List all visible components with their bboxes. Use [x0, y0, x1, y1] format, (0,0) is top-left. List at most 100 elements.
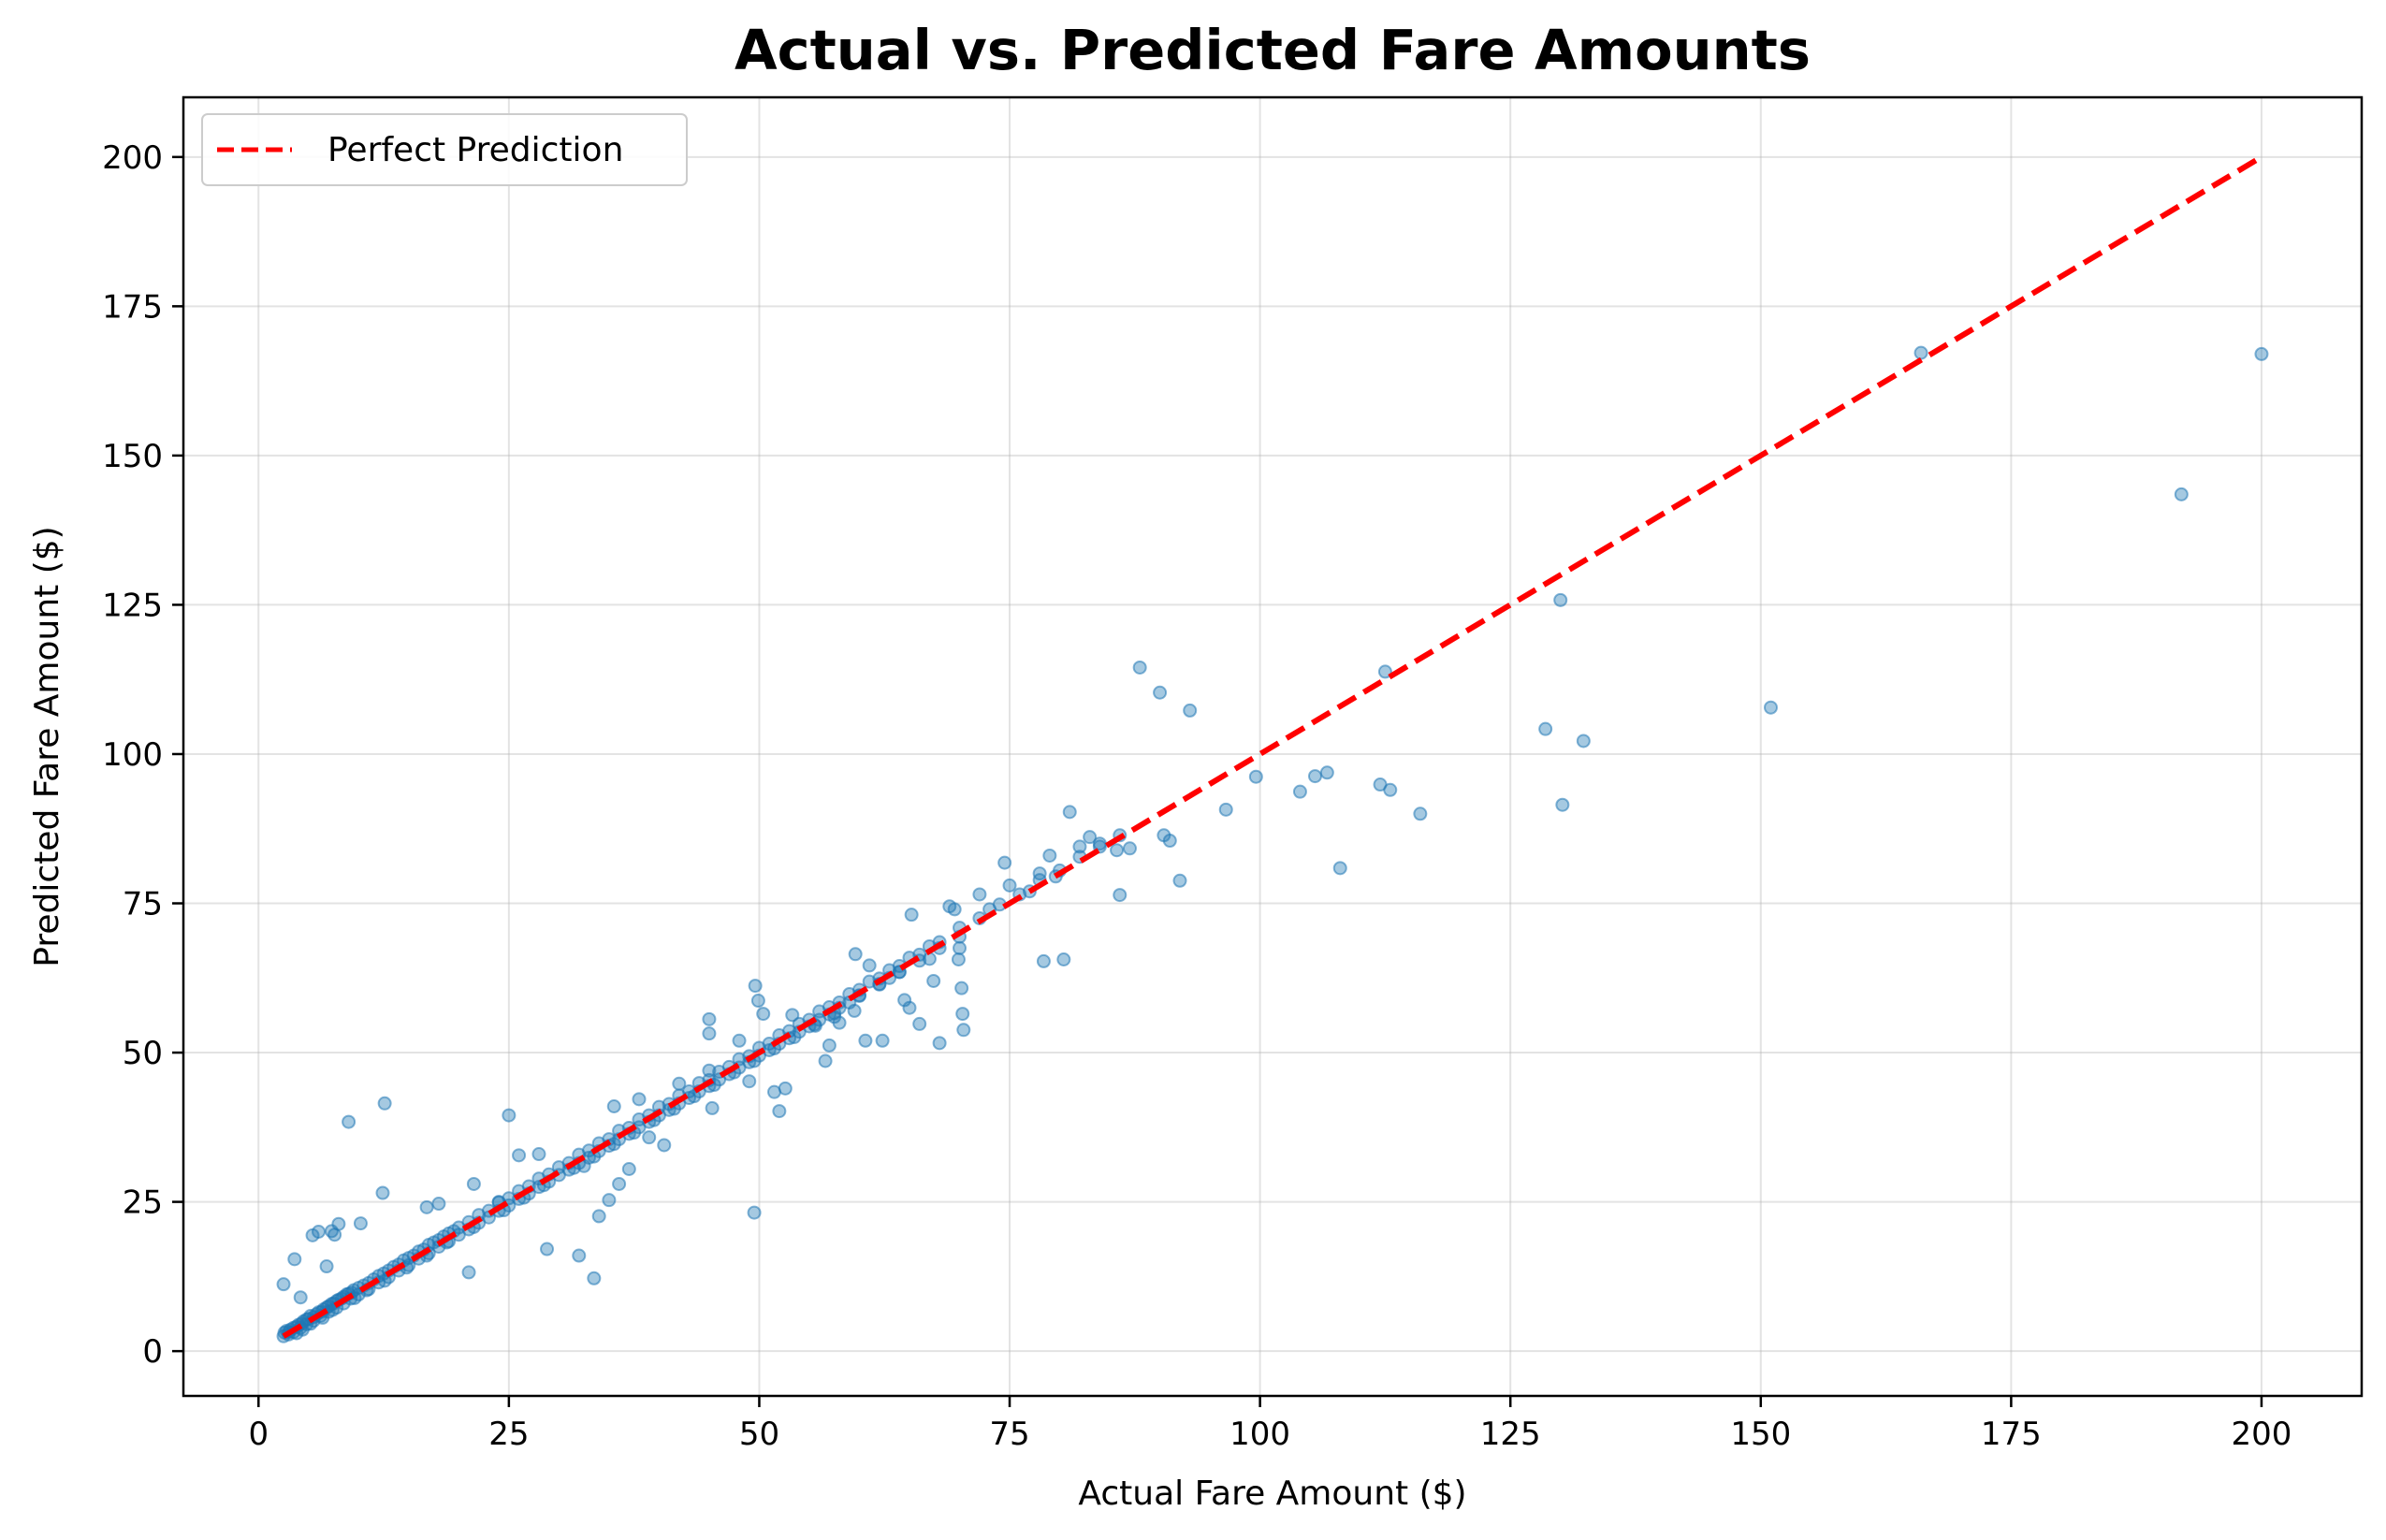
data-point-291 [1083, 830, 1098, 845]
x-axis-ticks: 0 25 50 75 100 125 150 175 200 [248, 1396, 2291, 1453]
x-axis-label: Actual Fare Amount ($) [1078, 1475, 1466, 1513]
data-point-241 [732, 1033, 747, 1048]
data-point-203 [276, 1277, 291, 1292]
data-point-300 [1172, 873, 1187, 888]
reference-line-group [282, 154, 2263, 1339]
data-point-310 [1383, 782, 1398, 797]
grid-lines [183, 97, 2362, 1396]
x-tick-label-5: 125 [1480, 1416, 1541, 1453]
legend-box [201, 113, 688, 186]
data-point-252 [818, 1053, 833, 1068]
data-point-249 [778, 1081, 793, 1096]
data-point-288 [1056, 952, 1071, 967]
data-point-216 [419, 1199, 434, 1214]
data-point-282 [1002, 878, 1017, 893]
data-point-239 [702, 1063, 717, 1078]
data-point-319 [2254, 346, 2269, 361]
data-point-318 [2174, 487, 2189, 501]
data-point-227 [587, 1271, 602, 1286]
data-point-248 [772, 1104, 787, 1119]
data-point-259 [858, 1033, 873, 1048]
data-point-299 [1162, 834, 1177, 849]
data-point-303 [1248, 769, 1263, 784]
data-point-274 [951, 952, 966, 967]
data-point-236 [672, 1076, 687, 1091]
data-point-269 [922, 952, 937, 966]
data-point-195 [687, 1089, 702, 1104]
data-point-292 [1092, 836, 1107, 851]
data-point-224 [540, 1242, 555, 1257]
data-point-314 [1555, 797, 1570, 812]
data-point-281 [997, 855, 1012, 870]
data-point-289 [1062, 805, 1077, 820]
data-point-237 [702, 1011, 717, 1026]
data-point-245 [750, 994, 765, 1009]
data-point-231 [612, 1176, 627, 1191]
data-point-276 [954, 981, 969, 995]
y-tick-label-5: 125 [102, 587, 163, 624]
data-point-285 [1036, 953, 1051, 968]
perfect-prediction-line [282, 154, 2263, 1339]
data-point-223 [531, 1147, 546, 1162]
data-point-315 [1576, 734, 1591, 748]
data-point-214 [375, 1185, 390, 1200]
y-tick-label-2: 50 [123, 1035, 163, 1072]
data-point-295 [1122, 841, 1137, 856]
data-point-268 [912, 1016, 927, 1031]
data-point-293 [1110, 843, 1125, 858]
x-tick-label-6: 150 [1730, 1416, 1791, 1453]
data-point-306 [1319, 765, 1334, 780]
data-point-304 [1292, 784, 1307, 799]
data-point-256 [847, 1003, 862, 1018]
data-point-317 [1913, 345, 1928, 360]
data-point-313 [1553, 592, 1568, 607]
data-point-277 [955, 1007, 970, 1022]
plot-frame [182, 95, 2364, 1398]
data-point-238 [702, 1026, 717, 1041]
y-tick-label-1: 25 [123, 1184, 163, 1222]
data-point-215 [377, 1096, 392, 1111]
data-point-243 [747, 1205, 762, 1220]
data-point-219 [466, 1176, 481, 1191]
x-tick-label-4: 100 [1229, 1416, 1290, 1453]
data-point-316 [1763, 700, 1778, 715]
data-point-222 [512, 1148, 527, 1163]
data-point-278 [956, 1023, 971, 1038]
data-point-296 [1132, 660, 1147, 675]
x-tick-label-3: 75 [989, 1416, 1029, 1453]
data-point-244 [748, 979, 763, 994]
data-point-232 [621, 1161, 636, 1176]
data-point-267 [904, 908, 919, 923]
data-point-213 [353, 1216, 368, 1231]
y-axis-ticks: 0 25 50 75 100 125 150 175 200 [102, 139, 183, 1371]
data-point-255 [832, 1015, 847, 1030]
data-point-208 [319, 1259, 334, 1274]
data-point-301 [1183, 703, 1198, 718]
data-point-250 [785, 1008, 800, 1023]
legend-label-perfect-prediction: Perfect Prediction [327, 131, 623, 169]
data-point-234 [642, 1130, 657, 1145]
data-point-270 [926, 973, 941, 988]
data-point-225 [572, 1248, 587, 1263]
data-point-211 [331, 1216, 346, 1231]
data-point-221 [502, 1108, 516, 1123]
data-point-240 [705, 1100, 720, 1115]
y-tick-label-6: 150 [102, 438, 163, 475]
x-tick-label-8: 200 [2232, 1416, 2292, 1453]
data-point-230 [606, 1098, 621, 1113]
data-point-302 [1218, 802, 1233, 817]
data-point-229 [602, 1193, 617, 1208]
data-point-294 [1113, 888, 1128, 903]
data-point-262 [875, 1033, 890, 1048]
data-point-271 [932, 1036, 947, 1051]
data-point-218 [461, 1265, 476, 1280]
data-point-205 [293, 1290, 308, 1305]
x-tick-label-7: 175 [1981, 1416, 2042, 1453]
data-point-307 [1332, 861, 1347, 876]
data-point-228 [591, 1209, 606, 1224]
data-point-284 [1032, 866, 1047, 881]
data-point-212 [342, 1114, 356, 1129]
y-tick-label-0: 0 [142, 1333, 163, 1371]
data-point-275 [953, 940, 967, 955]
